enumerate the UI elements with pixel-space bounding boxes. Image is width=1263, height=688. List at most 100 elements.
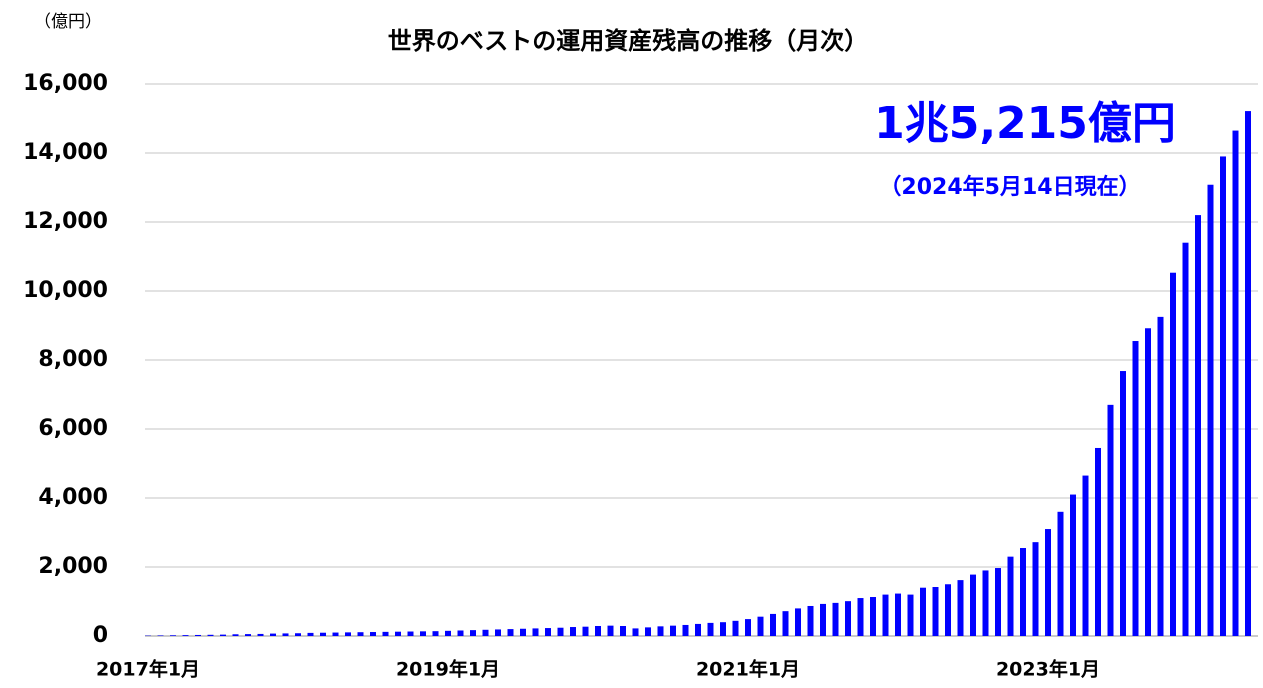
bar bbox=[345, 632, 351, 636]
bar bbox=[582, 626, 589, 636]
bar bbox=[370, 632, 376, 636]
bar bbox=[657, 626, 664, 636]
bar bbox=[195, 634, 201, 636]
bar bbox=[307, 632, 314, 636]
bar bbox=[932, 587, 939, 636]
bar bbox=[957, 580, 964, 636]
bar bbox=[557, 627, 564, 636]
bar bbox=[682, 624, 689, 636]
bar bbox=[295, 633, 301, 636]
unit-label: （億円） bbox=[34, 12, 102, 32]
bar bbox=[170, 635, 176, 636]
bar bbox=[732, 620, 739, 636]
bar bbox=[257, 633, 264, 636]
bar bbox=[1070, 494, 1076, 636]
bar bbox=[1170, 272, 1176, 636]
bar bbox=[282, 633, 289, 636]
bar bbox=[182, 635, 189, 636]
bar bbox=[1232, 130, 1239, 636]
y-tick-label: 12,000 bbox=[23, 209, 108, 234]
bar bbox=[1145, 328, 1151, 636]
bar bbox=[695, 623, 701, 636]
bar bbox=[1007, 556, 1014, 636]
y-tick-label: 0 bbox=[93, 623, 108, 648]
bar bbox=[507, 629, 514, 636]
x-tick-label: 2017年1月 bbox=[96, 658, 200, 681]
bar bbox=[632, 628, 639, 636]
bar bbox=[157, 635, 164, 636]
bar bbox=[545, 628, 551, 636]
bar bbox=[770, 613, 776, 636]
bar bbox=[420, 631, 426, 636]
annotation: 1兆5,215億円 bbox=[874, 98, 1176, 149]
bar bbox=[745, 619, 751, 636]
bar bbox=[595, 625, 601, 636]
bar bbox=[270, 633, 276, 636]
bar bbox=[857, 598, 864, 636]
bar bbox=[1220, 156, 1226, 636]
x-tick-label: 2021年1月 bbox=[696, 658, 800, 681]
bar bbox=[1120, 371, 1126, 636]
bar bbox=[982, 570, 989, 636]
bar bbox=[495, 629, 501, 636]
bar bbox=[645, 627, 651, 636]
bar bbox=[520, 628, 526, 636]
bar bbox=[232, 634, 239, 636]
y-tick-label: 8,000 bbox=[38, 347, 108, 372]
bar bbox=[1132, 341, 1139, 636]
bar bbox=[882, 594, 889, 636]
bar bbox=[1032, 542, 1039, 636]
bar bbox=[920, 587, 926, 636]
bar bbox=[332, 632, 339, 636]
bar bbox=[870, 597, 876, 636]
y-tick-label: 10,000 bbox=[23, 278, 108, 303]
bar bbox=[445, 630, 451, 636]
bar bbox=[1095, 447, 1101, 636]
bar bbox=[670, 625, 676, 636]
bar bbox=[470, 630, 476, 636]
x-tick-label: 2023年1月 bbox=[996, 658, 1100, 681]
bar bbox=[620, 625, 626, 636]
bar bbox=[1182, 242, 1189, 636]
bar bbox=[245, 634, 251, 636]
bar bbox=[607, 625, 614, 636]
bar bbox=[895, 593, 901, 636]
bar bbox=[357, 632, 364, 636]
bar bbox=[1157, 316, 1164, 636]
bar bbox=[970, 574, 976, 636]
y-tick-label: 14,000 bbox=[23, 140, 108, 165]
bar bbox=[995, 568, 1001, 636]
bar bbox=[395, 631, 401, 636]
bar bbox=[432, 631, 439, 636]
bar bbox=[1107, 404, 1114, 636]
bar bbox=[1195, 215, 1201, 636]
bar bbox=[945, 584, 951, 636]
y-tick-label: 16,000 bbox=[23, 71, 108, 96]
y-tick-label: 6,000 bbox=[38, 416, 108, 441]
bar bbox=[782, 611, 789, 636]
bar bbox=[720, 622, 726, 636]
bar bbox=[570, 627, 576, 636]
x-tick-label: 2019年1月 bbox=[396, 658, 500, 681]
bar bbox=[1045, 529, 1051, 636]
bar bbox=[457, 630, 464, 636]
bar bbox=[757, 616, 764, 636]
bar bbox=[807, 605, 814, 636]
bar bbox=[207, 634, 214, 636]
bar bbox=[1020, 548, 1026, 636]
bar bbox=[832, 602, 839, 636]
bar bbox=[320, 632, 326, 636]
y-tick-label: 4,000 bbox=[38, 485, 108, 510]
bar bbox=[795, 608, 801, 636]
bar bbox=[1245, 111, 1251, 636]
bar bbox=[407, 631, 414, 636]
bar bbox=[707, 622, 714, 636]
bar bbox=[482, 629, 489, 636]
annotation: （2024年5月14日現在） bbox=[879, 174, 1140, 200]
y-tick-label: 2,000 bbox=[38, 554, 108, 579]
bar bbox=[1057, 511, 1064, 636]
bar bbox=[820, 603, 826, 636]
bar bbox=[1082, 475, 1089, 636]
bar bbox=[1207, 184, 1214, 637]
